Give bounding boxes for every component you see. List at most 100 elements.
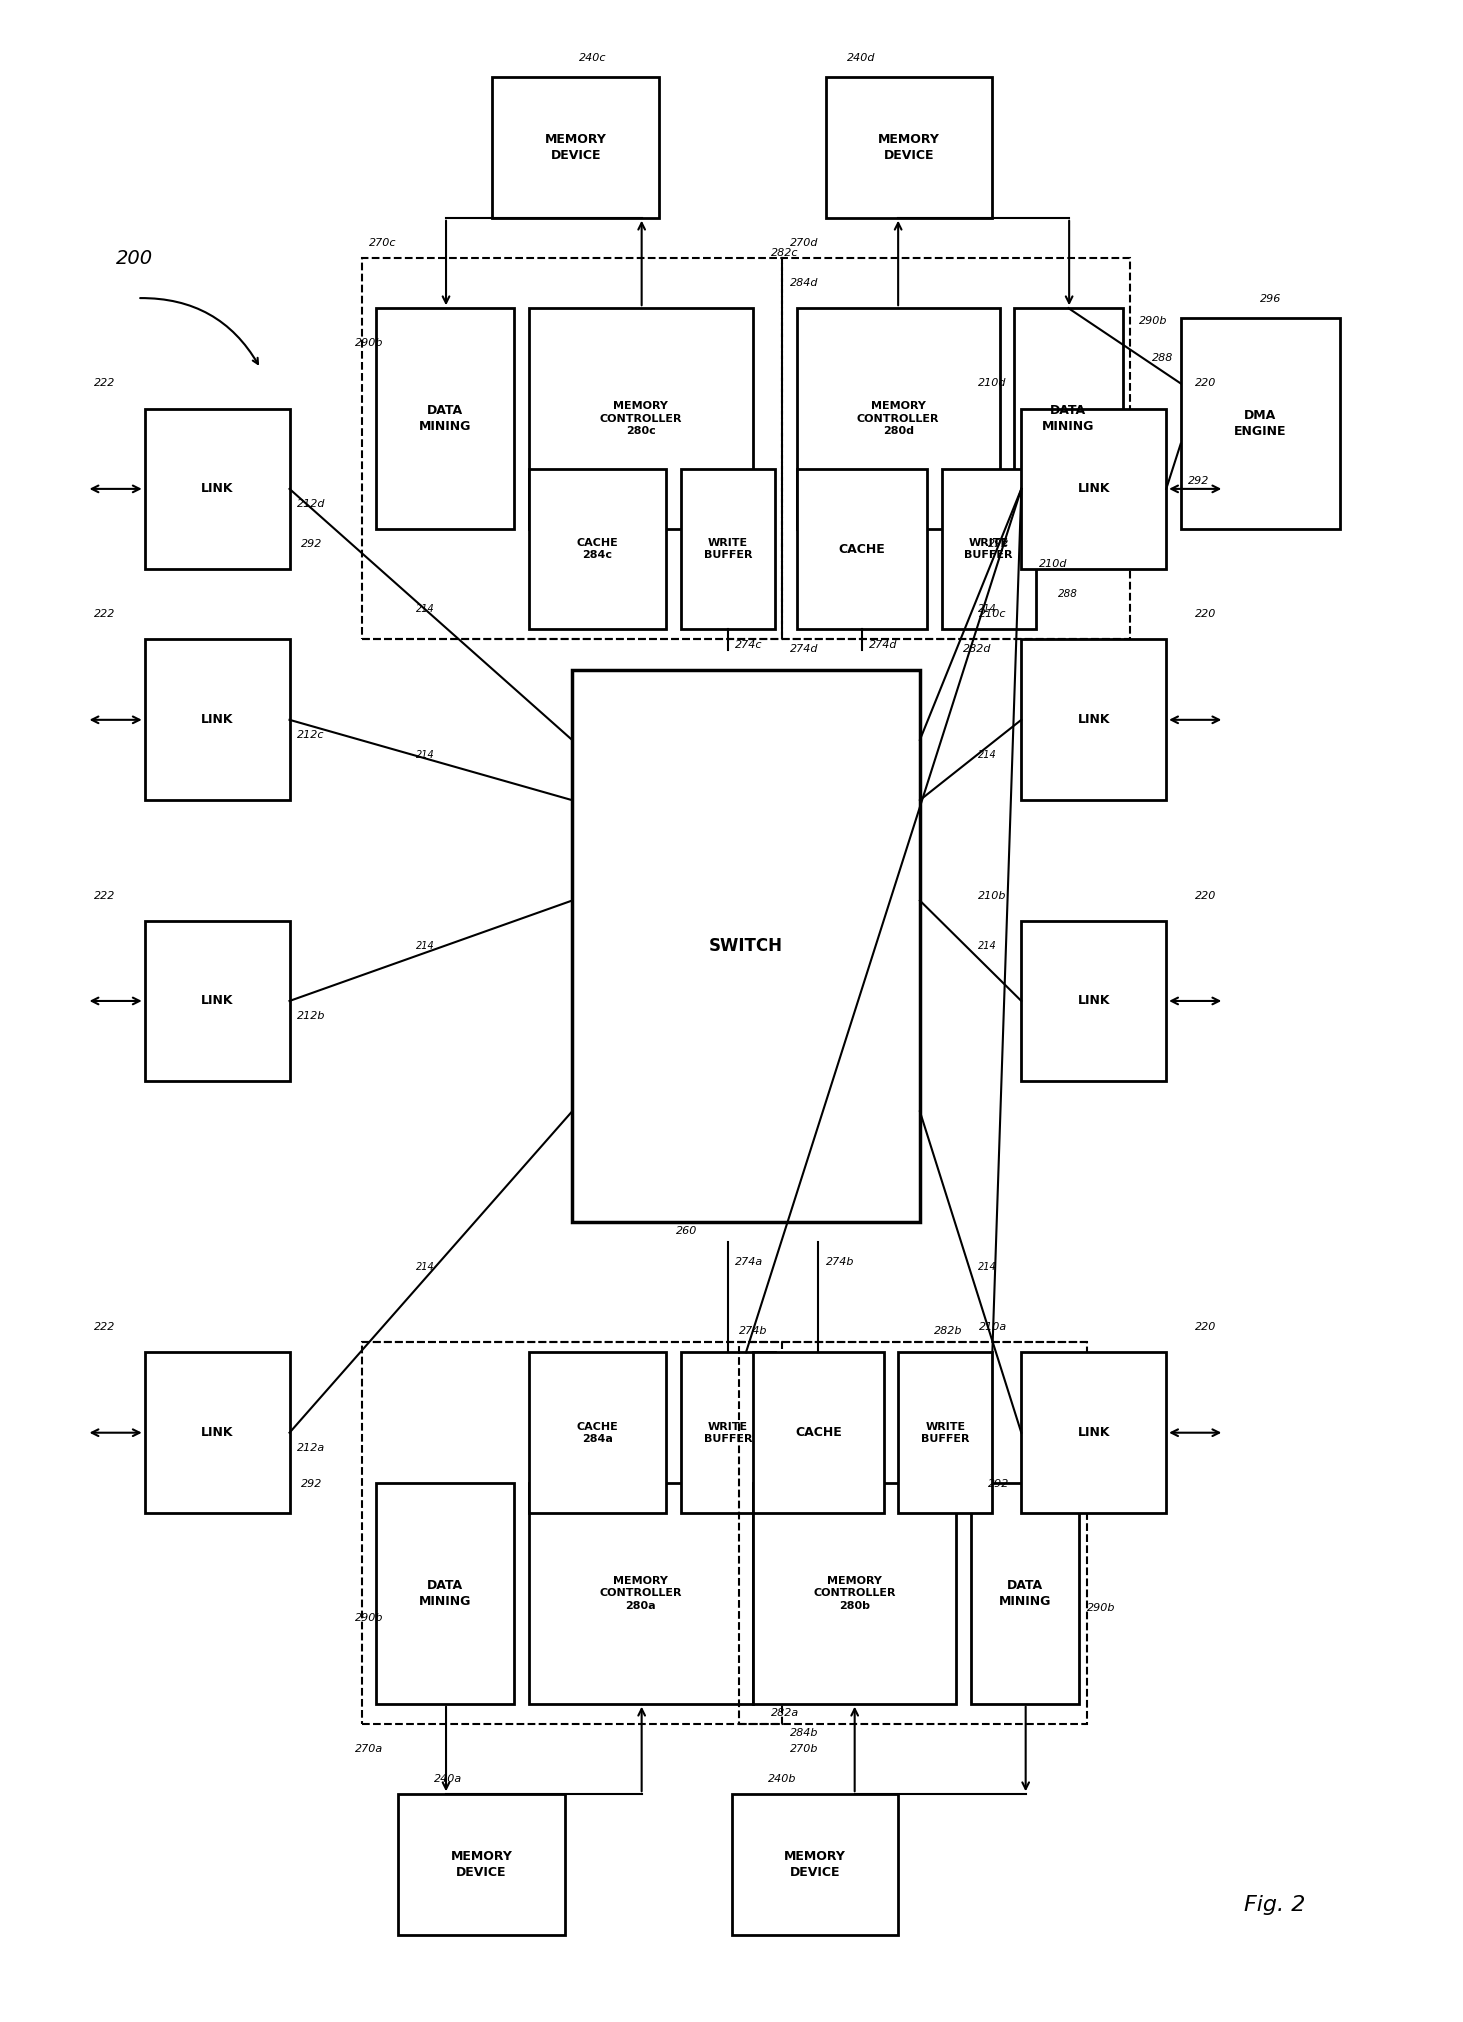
Bar <box>970 1482 1080 1705</box>
Text: 214: 214 <box>417 750 435 760</box>
Bar <box>493 77 658 218</box>
Text: 282b: 282b <box>935 1326 963 1337</box>
Text: 284b: 284b <box>790 1729 818 1739</box>
Text: 212c: 212c <box>297 730 325 740</box>
Text: 220: 220 <box>1195 378 1217 388</box>
Text: 210d: 210d <box>1039 560 1067 570</box>
Bar <box>739 1343 1087 1725</box>
Bar <box>528 1482 753 1705</box>
Text: MEMORY
DEVICE: MEMORY DEVICE <box>451 1850 512 1878</box>
Text: CACHE
284a: CACHE 284a <box>576 1421 619 1444</box>
Text: 212a: 212a <box>297 1444 325 1452</box>
Text: DATA
MINING: DATA MINING <box>418 1579 471 1607</box>
Text: WRITE
BUFFER: WRITE BUFFER <box>704 538 752 560</box>
Text: 220: 220 <box>1195 1322 1217 1332</box>
Bar <box>1021 1353 1166 1512</box>
Bar <box>376 307 514 530</box>
Bar <box>797 469 928 629</box>
Text: 290b: 290b <box>354 1614 383 1624</box>
Text: 240b: 240b <box>768 1773 796 1783</box>
Text: LINK: LINK <box>200 714 233 726</box>
Text: 222: 222 <box>94 890 116 900</box>
Bar <box>528 1353 666 1512</box>
Bar <box>680 469 775 629</box>
Bar <box>572 669 920 1221</box>
Text: 214: 214 <box>977 605 996 615</box>
Text: CACHE: CACHE <box>794 1426 841 1440</box>
Text: MEMORY
CONTROLLER
280d: MEMORY CONTROLLER 280d <box>857 400 939 437</box>
Text: MEMORY
CONTROLLER
280c: MEMORY CONTROLLER 280c <box>600 400 682 437</box>
Bar <box>1021 639 1166 801</box>
Text: MEMORY
DEVICE: MEMORY DEVICE <box>784 1850 846 1878</box>
Text: DATA
MINING: DATA MINING <box>418 404 471 433</box>
Text: CACHE
284c: CACHE 284c <box>576 538 619 560</box>
Text: 274b: 274b <box>739 1326 767 1337</box>
Bar <box>528 307 753 530</box>
Bar <box>797 307 999 530</box>
Text: DATA
MINING: DATA MINING <box>999 1579 1050 1607</box>
Bar <box>898 1353 992 1512</box>
Text: 290b: 290b <box>1087 1603 1115 1614</box>
Text: 210a: 210a <box>979 1322 1007 1332</box>
Text: 284d: 284d <box>790 279 818 287</box>
Bar <box>732 1794 898 1935</box>
Bar <box>1014 307 1122 530</box>
Bar <box>825 77 992 218</box>
Bar <box>145 408 290 570</box>
Bar <box>753 1482 957 1705</box>
Text: 240a: 240a <box>435 1773 462 1783</box>
Text: LINK: LINK <box>200 1426 233 1440</box>
Bar <box>376 1482 514 1705</box>
Text: 214: 214 <box>977 750 996 760</box>
Text: WRITE
BUFFER: WRITE BUFFER <box>704 1421 752 1444</box>
Text: CACHE: CACHE <box>838 542 885 556</box>
Bar <box>1021 408 1166 570</box>
Text: Fig. 2: Fig. 2 <box>1244 1895 1305 1915</box>
Text: 292: 292 <box>1188 477 1210 487</box>
Text: 214: 214 <box>977 940 996 950</box>
Bar <box>942 469 1036 629</box>
Text: 270a: 270a <box>354 1745 383 1753</box>
Text: SWITCH: SWITCH <box>710 936 783 954</box>
Bar <box>1181 317 1340 530</box>
Text: 290b: 290b <box>1140 315 1167 326</box>
Text: 274d: 274d <box>869 639 898 649</box>
Text: 288: 288 <box>1151 354 1173 364</box>
Text: 282a: 282a <box>771 1709 799 1719</box>
Text: MEMORY
DEVICE: MEMORY DEVICE <box>544 133 607 162</box>
Bar <box>361 1343 783 1725</box>
Text: 220: 220 <box>1195 609 1217 619</box>
Text: 220: 220 <box>1195 890 1217 900</box>
Text: 270c: 270c <box>369 239 396 249</box>
Text: 214: 214 <box>417 940 435 950</box>
Text: 274d: 274d <box>790 643 818 653</box>
Text: 222: 222 <box>94 609 116 619</box>
Text: 200: 200 <box>116 249 152 269</box>
Text: 222: 222 <box>94 378 116 388</box>
Text: 214: 214 <box>417 1262 435 1272</box>
Bar <box>145 639 290 801</box>
Text: MEMORY
DEVICE: MEMORY DEVICE <box>878 133 939 162</box>
Text: 270d: 270d <box>790 239 818 249</box>
Text: LINK: LINK <box>200 995 233 1007</box>
Text: WRITE
BUFFER: WRITE BUFFER <box>964 538 1012 560</box>
Text: 282c: 282c <box>771 249 799 259</box>
Text: DATA
MINING: DATA MINING <box>1042 404 1094 433</box>
Text: 270b: 270b <box>790 1745 818 1753</box>
Text: 240d: 240d <box>847 53 876 63</box>
Text: LINK: LINK <box>200 483 233 495</box>
Text: 296: 296 <box>1261 293 1282 303</box>
Text: 214: 214 <box>977 1262 996 1272</box>
Bar <box>680 1353 775 1512</box>
Bar <box>528 469 666 629</box>
Text: 274b: 274b <box>825 1258 854 1268</box>
Bar <box>145 920 290 1082</box>
Bar <box>753 1353 884 1512</box>
Text: LINK: LINK <box>1078 1426 1110 1440</box>
Text: 274c: 274c <box>734 639 762 649</box>
Text: WRITE
BUFFER: WRITE BUFFER <box>922 1421 970 1444</box>
Text: 288: 288 <box>1058 588 1077 599</box>
Text: LINK: LINK <box>1078 483 1110 495</box>
Text: DMA
ENGINE: DMA ENGINE <box>1235 408 1286 439</box>
Bar <box>361 259 783 639</box>
